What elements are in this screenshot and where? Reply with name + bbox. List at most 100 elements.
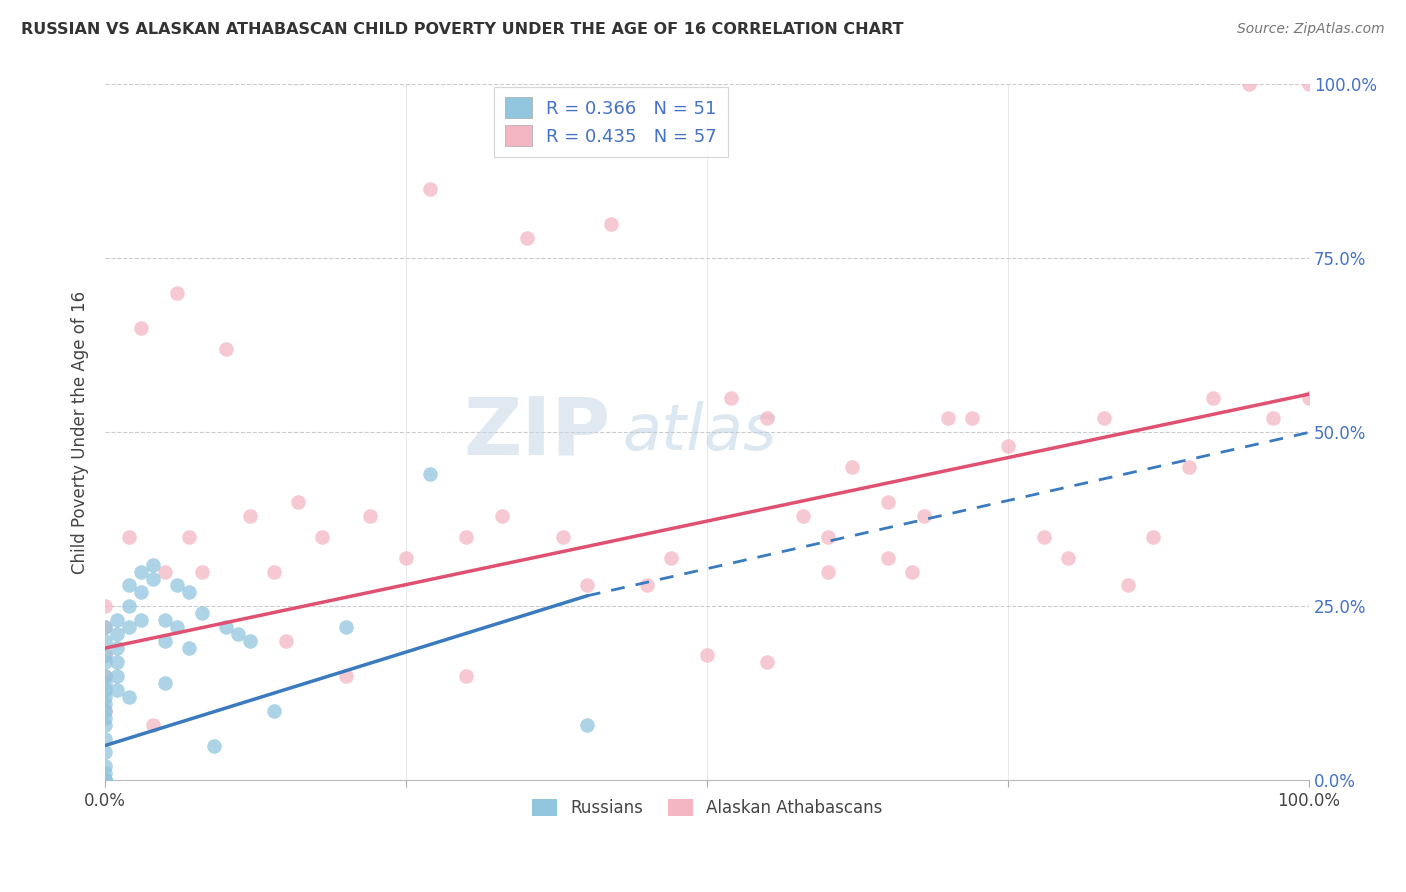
Point <box>1177 460 1199 475</box>
Text: RUSSIAN VS ALASKAN ATHABASCAN CHILD POVERTY UNDER THE AGE OF 16 CORRELATION CHAR: RUSSIAN VS ALASKAN ATHABASCAN CHILD POVE… <box>21 22 904 37</box>
Point <box>335 620 357 634</box>
Point <box>94 669 117 683</box>
Point <box>841 460 863 475</box>
Point <box>876 495 898 509</box>
Point <box>395 550 418 565</box>
Point <box>166 578 188 592</box>
Point <box>166 286 188 301</box>
Point <box>105 669 128 683</box>
Point <box>105 655 128 669</box>
Point <box>287 495 309 509</box>
Point <box>94 620 117 634</box>
Point <box>94 669 117 683</box>
Point <box>792 508 814 523</box>
Point <box>105 613 128 627</box>
Point <box>94 717 117 731</box>
Point <box>155 634 177 648</box>
Point <box>997 439 1019 453</box>
Point <box>359 508 381 523</box>
Point <box>155 676 177 690</box>
Point <box>94 690 117 704</box>
Point <box>105 627 128 641</box>
Point <box>239 508 262 523</box>
Point <box>94 599 117 614</box>
Point <box>94 648 117 662</box>
Point <box>551 530 574 544</box>
Point <box>131 585 153 599</box>
Point <box>179 530 201 544</box>
Point <box>94 731 117 746</box>
Point <box>817 530 839 544</box>
Point <box>419 467 441 482</box>
Point <box>516 230 538 244</box>
Point <box>155 565 177 579</box>
Point <box>491 508 513 523</box>
Point <box>94 704 117 718</box>
Point <box>1237 78 1260 92</box>
Point <box>1202 391 1225 405</box>
Point <box>901 565 924 579</box>
Point <box>912 508 935 523</box>
Point <box>94 648 117 662</box>
Point <box>274 634 297 648</box>
Point <box>756 411 779 425</box>
Point <box>94 634 117 648</box>
Point <box>756 655 779 669</box>
Point <box>118 599 141 614</box>
Point <box>876 550 898 565</box>
Point <box>419 182 441 196</box>
Text: ZIP: ZIP <box>464 393 610 471</box>
Point <box>936 411 959 425</box>
Point <box>94 773 117 788</box>
Point <box>118 530 141 544</box>
Point <box>118 690 141 704</box>
Point <box>94 655 117 669</box>
Point <box>335 669 357 683</box>
Point <box>105 682 128 697</box>
Text: Source: ZipAtlas.com: Source: ZipAtlas.com <box>1237 22 1385 37</box>
Point <box>94 773 117 788</box>
Point <box>214 342 236 356</box>
Point <box>1298 391 1320 405</box>
Point <box>94 766 117 780</box>
Point <box>456 530 478 544</box>
Point <box>166 620 188 634</box>
Point <box>94 620 117 634</box>
Point <box>311 530 333 544</box>
Point <box>696 648 718 662</box>
Point <box>1118 578 1140 592</box>
Point <box>105 641 128 656</box>
Point <box>142 717 165 731</box>
Point <box>636 578 658 592</box>
Point <box>94 676 117 690</box>
Legend: Russians, Alaskan Athabascans: Russians, Alaskan Athabascans <box>524 793 889 824</box>
Point <box>131 321 153 335</box>
Point <box>179 585 201 599</box>
Point <box>1298 78 1320 92</box>
Point <box>456 669 478 683</box>
Point <box>118 578 141 592</box>
Point <box>1094 411 1116 425</box>
Point <box>179 641 201 656</box>
Point <box>263 565 285 579</box>
Point <box>817 565 839 579</box>
Point <box>142 558 165 572</box>
Point <box>131 565 153 579</box>
Point <box>214 620 236 634</box>
Point <box>720 391 742 405</box>
Point <box>118 620 141 634</box>
Point <box>94 773 117 788</box>
Point <box>131 613 153 627</box>
Point <box>1057 550 1080 565</box>
Point <box>94 759 117 773</box>
Point <box>575 717 598 731</box>
Point <box>155 613 177 627</box>
Point <box>1142 530 1164 544</box>
Point <box>202 739 225 753</box>
Y-axis label: Child Poverty Under the Age of 16: Child Poverty Under the Age of 16 <box>72 291 89 574</box>
Point <box>575 578 598 592</box>
Point <box>263 704 285 718</box>
Point <box>239 634 262 648</box>
Point <box>94 773 117 788</box>
Point <box>599 217 621 231</box>
